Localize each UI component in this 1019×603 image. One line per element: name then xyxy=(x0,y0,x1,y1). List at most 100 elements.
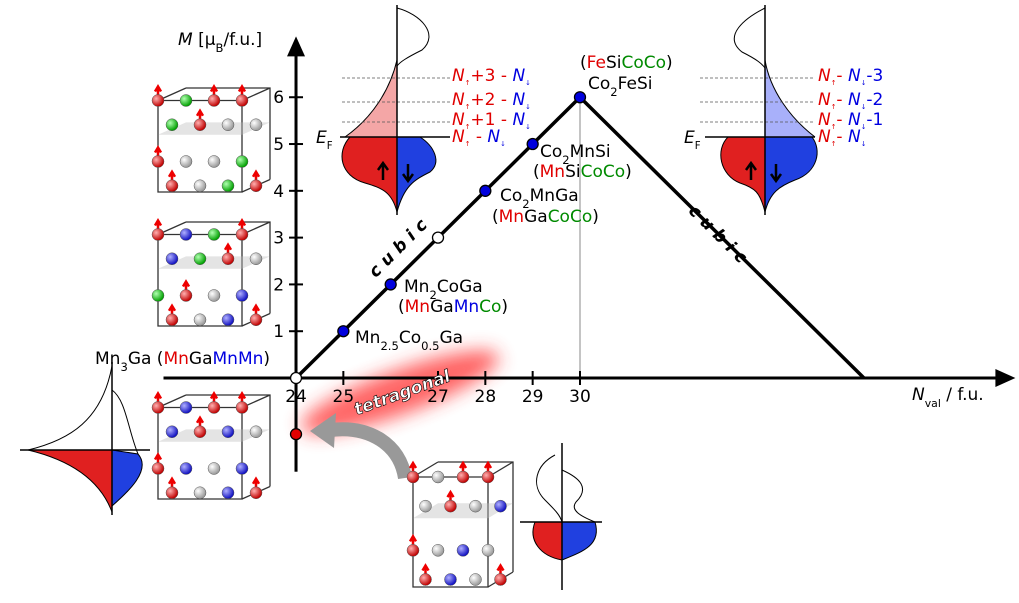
atom xyxy=(249,252,263,265)
annotation: Mn3Ga (MnGaMnMn) xyxy=(95,349,270,374)
atom xyxy=(444,499,457,513)
annotation-part: Mn xyxy=(355,328,380,348)
annotation-part: N xyxy=(818,90,831,110)
atom xyxy=(406,470,420,484)
annotation-part: val xyxy=(925,397,941,410)
dos-inset xyxy=(520,443,602,590)
atom xyxy=(406,544,420,557)
annotation-part: ( xyxy=(533,162,540,182)
crystal-plane xyxy=(158,256,270,269)
atom xyxy=(151,401,165,414)
crystal-plane xyxy=(158,122,270,135)
annotation-part: +1 - xyxy=(470,110,512,130)
dos-up xyxy=(27,449,113,513)
atom xyxy=(235,155,249,168)
annotation-part: - xyxy=(470,127,487,147)
annotation-part: ↓ xyxy=(861,123,867,131)
atom xyxy=(151,155,165,168)
annotation-part: Mn xyxy=(499,207,524,227)
atom xyxy=(207,94,221,107)
annotation-part: ↓ xyxy=(861,140,867,148)
annotation-part: F xyxy=(695,141,701,152)
atom xyxy=(481,544,495,557)
annotation-part: Ga xyxy=(439,328,463,348)
annotation-part: CoCo xyxy=(581,162,626,182)
glow xyxy=(301,350,499,434)
atom xyxy=(165,179,179,193)
atom xyxy=(151,228,165,241)
atom xyxy=(494,573,507,586)
annotation-part: ↑ xyxy=(831,103,837,111)
annotation: N↑+2 - N↓ xyxy=(452,90,531,111)
atom xyxy=(179,228,193,241)
atom xyxy=(249,118,263,131)
point xyxy=(479,184,492,197)
annotation-part: N xyxy=(818,127,831,147)
atom xyxy=(207,462,221,475)
annotation-part: B xyxy=(216,41,224,55)
x-tick-label: 25 xyxy=(333,387,355,407)
annotation: Co2MnGa xyxy=(500,186,579,211)
annotation-part: ↑ xyxy=(465,140,471,148)
annotation: N↑+3 - N↓ xyxy=(452,66,531,87)
point xyxy=(431,231,445,244)
annotation-part: N xyxy=(452,110,465,130)
crystal-plane xyxy=(413,503,513,519)
annotation-part: ↑ xyxy=(831,140,837,148)
annotation: N↑- N↓ xyxy=(818,127,866,148)
atom xyxy=(481,470,495,484)
atom xyxy=(165,486,179,500)
dos-down xyxy=(111,449,143,508)
annotation: Nval / f.u. xyxy=(912,385,984,410)
y-tick-label: 3 xyxy=(273,229,284,249)
annotation-part: +3 - xyxy=(470,66,512,86)
atom xyxy=(431,544,445,557)
atom xyxy=(419,573,432,586)
annotation-part: - xyxy=(836,110,848,130)
y-tick-label: 6 xyxy=(273,88,284,108)
annotation-part: 3 xyxy=(120,360,127,374)
annotation-part: N xyxy=(452,66,465,86)
atom xyxy=(249,313,263,327)
annotation-part: 2 xyxy=(610,85,617,99)
annotation-part: N xyxy=(452,127,465,147)
annotation-part: N xyxy=(912,385,925,405)
annotation-part: Ga xyxy=(430,297,454,317)
annotation-part: MnMn xyxy=(213,349,264,369)
annotation-part: Mn xyxy=(404,277,429,297)
annotation-part: ↑ xyxy=(465,103,471,111)
annotation-part: 2 xyxy=(562,153,569,167)
y-tick-label: 4 xyxy=(273,182,284,202)
atom xyxy=(494,499,507,513)
annotation-part: N xyxy=(452,90,465,110)
arrow-head xyxy=(310,413,336,448)
annotation-part: Mn xyxy=(454,297,479,317)
annotation-part: Mn xyxy=(163,349,188,369)
decorations xyxy=(20,5,818,590)
y-axis-arrow xyxy=(287,36,306,57)
x-tick-label: 27 xyxy=(427,387,449,407)
annotation: (MnSiCoCo) xyxy=(533,162,632,182)
annotation-part: ↑ xyxy=(465,79,471,87)
annotation-part: N xyxy=(818,110,831,130)
atom xyxy=(165,252,179,265)
atom xyxy=(151,289,165,302)
arrow-body xyxy=(329,422,412,480)
dos-inset xyxy=(20,362,150,515)
y-tick-label: 2 xyxy=(273,275,284,295)
x-tick-label: 30 xyxy=(569,387,591,407)
annotation-part: ( xyxy=(398,297,405,317)
y-tick-label: 1 xyxy=(273,322,284,342)
annotation: N↑+1 - N↓ xyxy=(452,110,531,131)
annotation-part: N xyxy=(848,127,861,147)
annotation-part: Ga xyxy=(524,207,548,227)
atom xyxy=(235,401,249,414)
annotation-part: /f.u.] xyxy=(223,30,262,50)
annotation-part: 0.5 xyxy=(421,339,439,353)
annotation-part: CoCo xyxy=(548,207,593,227)
crystal-frame xyxy=(157,221,271,327)
atom xyxy=(235,462,249,475)
annotation-part: - xyxy=(836,90,848,110)
dos-outline xyxy=(536,454,596,523)
